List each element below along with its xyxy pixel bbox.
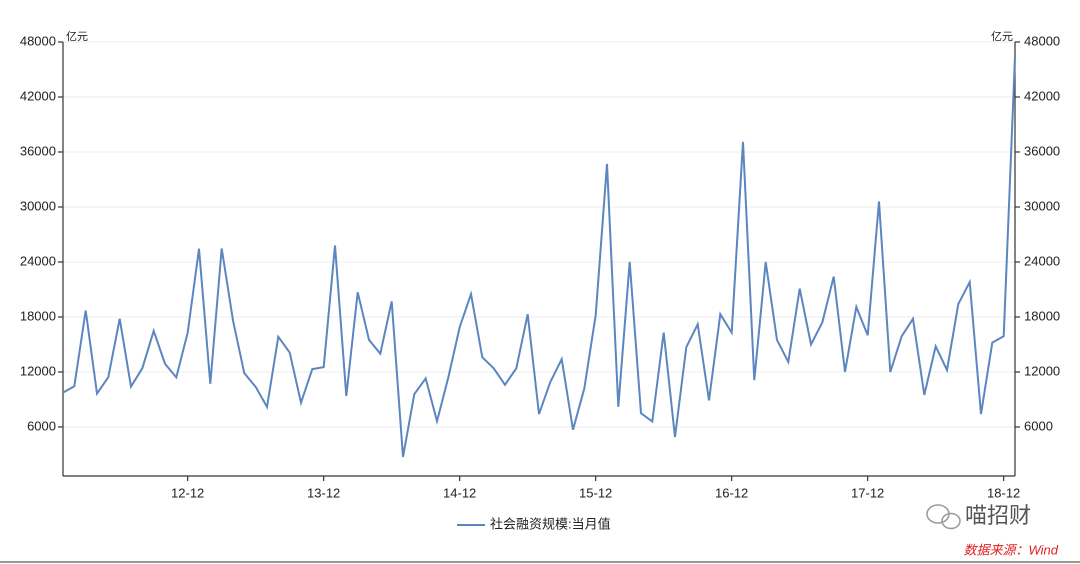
y-tick-label: 6000	[27, 418, 56, 433]
y-tick-label: 42000	[20, 88, 56, 103]
y2-tick-label: 6000	[1024, 418, 1053, 433]
source: 数据来源：Wind	[963, 542, 1058, 557]
y2-tick-label: 36000	[1024, 143, 1060, 158]
x-tick-label: 16-12	[715, 485, 748, 500]
y-tick-label: 36000	[20, 143, 56, 158]
legend-label: 社会融资规模:当月值	[490, 516, 611, 531]
y-tick-label: 12000	[20, 363, 56, 378]
data-line	[62, 56, 1016, 458]
y-tick-label: 30000	[20, 198, 56, 213]
y-tick-label: 48000	[20, 33, 56, 48]
y2-tick-label: 18000	[1024, 308, 1060, 323]
y2-tick-label: 48000	[1024, 33, 1060, 48]
x-tick-label: 12-12	[171, 485, 204, 500]
watermark: 喵招财	[965, 503, 1031, 528]
y-unit: 亿元	[66, 30, 88, 43]
x-tick-label: 13-12	[307, 485, 340, 500]
y-tick-label: 18000	[20, 308, 56, 323]
y2-tick-label: 12000	[1024, 363, 1060, 378]
x-tick-label: 14-12	[443, 485, 476, 500]
x-tick-label: 18-12	[987, 485, 1020, 500]
y2-tick-label: 30000	[1024, 198, 1060, 213]
watermark-icon	[926, 504, 961, 530]
y2-tick-label: 42000	[1024, 88, 1060, 103]
y-tick-label: 24000	[20, 253, 56, 268]
x-tick-label: 17-12	[851, 485, 884, 500]
x-tick-label: 15-12	[579, 485, 612, 500]
y2-unit: 亿元	[991, 30, 1013, 43]
y2-tick-label: 24000	[1024, 253, 1060, 268]
